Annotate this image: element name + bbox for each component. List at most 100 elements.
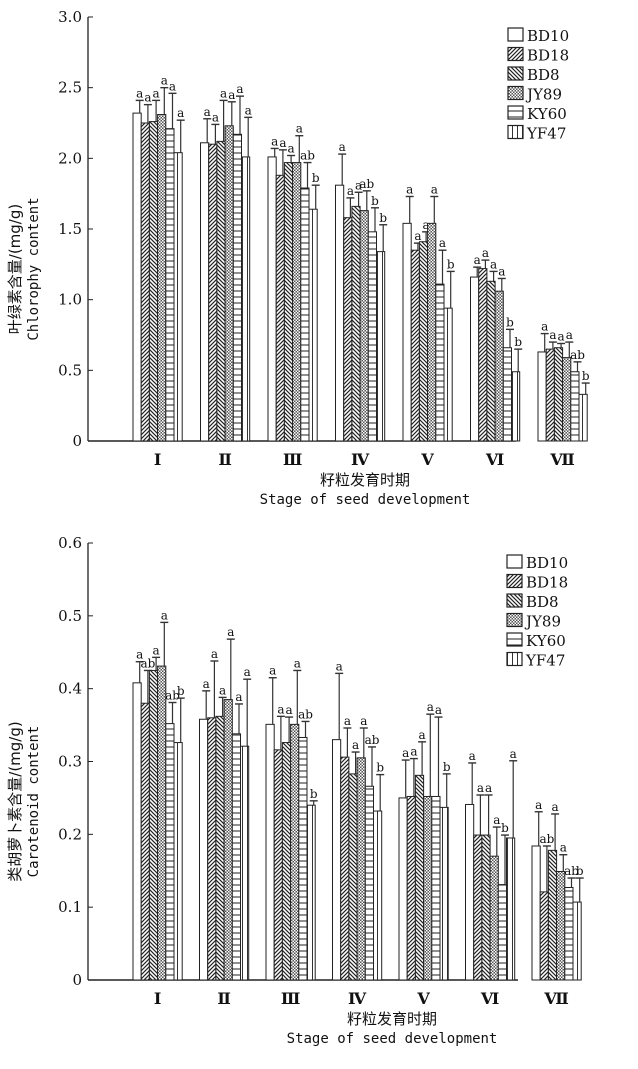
x-category-label: Ⅶ <box>543 989 568 1008</box>
y-tick-label: 2.0 <box>58 149 82 167</box>
x-category-label: Ⅱ <box>217 989 230 1008</box>
significance-label: a <box>294 656 301 670</box>
legend-label-bd18: BD18 <box>526 574 568 592</box>
bar-jy89 <box>290 723 300 981</box>
significance-label: b <box>582 369 590 383</box>
legend-label-yf47: YF47 <box>525 652 565 670</box>
bar-bd18 <box>545 348 555 442</box>
bar-bd18 <box>539 891 549 981</box>
bar-bd10 <box>267 156 277 442</box>
bar-bd10 <box>199 718 209 981</box>
bar-bd10 <box>465 803 475 981</box>
significance-label: a <box>566 328 573 342</box>
significance-label: a <box>552 800 559 814</box>
bar-bd18 <box>343 217 353 442</box>
bar-bd8 <box>216 140 226 442</box>
bar-bd8 <box>481 834 491 981</box>
bar-bd10 <box>470 276 480 442</box>
legend-swatch-bd8 <box>506 593 523 608</box>
significance-label: a <box>235 690 242 704</box>
significance-label: ab <box>359 177 374 191</box>
legend-label-bd8: BD8 <box>527 66 560 84</box>
bar-jy89 <box>494 290 504 442</box>
significance-label: b <box>501 821 509 835</box>
bar-yf47 <box>373 810 383 981</box>
bar-bd8 <box>148 121 159 442</box>
y-tick-label: 3.0 <box>58 8 82 26</box>
bar-bd8 <box>486 280 496 442</box>
significance-label: a <box>244 665 251 679</box>
legend-label-jy89: JY89 <box>525 86 562 104</box>
x-category-label: Ⅳ <box>351 450 370 469</box>
bar-yf47 <box>578 393 588 442</box>
legend-swatch-ky60 <box>507 105 524 120</box>
significance-label: a <box>204 105 211 119</box>
significance-label: a <box>435 703 442 717</box>
bar-ky60 <box>165 723 175 981</box>
significance-label: a <box>406 182 413 196</box>
significance-label: ab <box>298 707 313 721</box>
bar-bd10 <box>335 184 345 442</box>
significance-label: ab <box>564 864 579 878</box>
significance-label: a <box>558 329 565 343</box>
legend-label-yf47: YF47 <box>526 125 566 143</box>
y-axis-title-en: Carotenoid content <box>26 726 42 878</box>
bar-jy89 <box>224 125 234 442</box>
bar-bd18 <box>406 795 416 981</box>
significance-label: a <box>490 257 497 271</box>
y-axis-title-cn: 类胡萝卜素含量/(mg/g) <box>6 721 24 881</box>
bar-ky60 <box>570 371 580 442</box>
bar-yf47 <box>506 837 516 981</box>
significance-label: a <box>177 106 184 120</box>
significance-label: b <box>447 257 455 271</box>
bar-bd18 <box>410 249 420 442</box>
significance-label: a <box>144 91 151 105</box>
significance-label: a <box>161 74 168 88</box>
significance-label: a <box>352 738 359 752</box>
significance-label: a <box>427 700 434 714</box>
significance-label: a <box>510 747 517 761</box>
bar-bd8 <box>283 162 294 442</box>
significance-label: b <box>177 684 185 698</box>
significance-label: a <box>474 253 481 267</box>
bar-jy89 <box>562 357 572 442</box>
bar-bd18 <box>208 143 218 442</box>
significance-label: b <box>576 864 584 878</box>
bar-yf47 <box>173 742 183 981</box>
legend-label-jy89: JY89 <box>524 613 561 631</box>
significance-label: a <box>203 677 210 691</box>
x-category-label: Ⅰ <box>154 450 161 469</box>
bar-bd8 <box>281 742 292 981</box>
legend-swatch-jy89 <box>507 85 524 101</box>
significance-label: b <box>376 761 384 775</box>
bar-yf47 <box>511 371 521 442</box>
significance-label: a <box>439 236 446 250</box>
significance-label: a <box>288 142 295 156</box>
legend-swatch-yf47 <box>506 651 523 667</box>
bar-yf47 <box>241 156 251 442</box>
y-tick-label: 0.1 <box>58 898 82 916</box>
x-axis-title-cn: 籽粒发育时期 <box>320 471 410 489</box>
significance-label: a <box>236 82 243 96</box>
x-category-label: Ⅵ <box>485 450 504 469</box>
y-tick-label: 1.5 <box>58 220 82 238</box>
y-tick-label: 1.0 <box>58 291 82 309</box>
significance-label: b <box>514 335 522 349</box>
legend-label-bd10: BD10 <box>527 27 569 45</box>
significance-label: a <box>169 79 176 93</box>
bar-ky60 <box>298 736 308 981</box>
bar-ky60 <box>367 231 377 442</box>
x-axis-title-en: Stage of seed development <box>260 492 471 508</box>
x-category-label: Ⅰ <box>154 989 161 1008</box>
significance-label: a <box>271 134 278 148</box>
significance-label: a <box>219 683 226 697</box>
legend-swatch-bd10 <box>506 554 523 569</box>
x-category-label: Ⅳ <box>348 989 367 1008</box>
bar-bd8 <box>148 669 159 981</box>
bar-bd10 <box>200 142 210 442</box>
y-tick-label: 0.4 <box>58 680 82 698</box>
bar-bd18 <box>207 717 217 981</box>
significance-label: a <box>493 813 500 827</box>
bar-bd8 <box>351 205 361 442</box>
significance-label: b <box>506 315 514 329</box>
